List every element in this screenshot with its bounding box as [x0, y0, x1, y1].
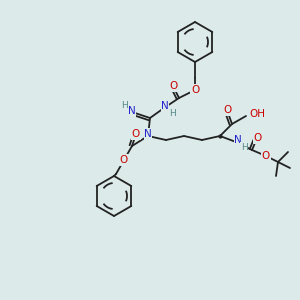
Text: H: H [122, 100, 128, 109]
Text: N: N [234, 135, 242, 145]
Text: O: O [120, 155, 128, 165]
Text: O: O [262, 151, 270, 161]
Text: O: O [169, 81, 177, 91]
Text: O: O [191, 85, 199, 95]
Text: N: N [144, 129, 152, 139]
Text: H: H [241, 142, 248, 152]
Text: N: N [128, 106, 136, 116]
Text: N: N [161, 101, 169, 111]
Text: O: O [132, 129, 140, 139]
Text: H: H [169, 109, 176, 118]
Text: O: O [254, 133, 262, 143]
Text: O: O [223, 105, 231, 115]
Text: OH: OH [249, 109, 265, 119]
